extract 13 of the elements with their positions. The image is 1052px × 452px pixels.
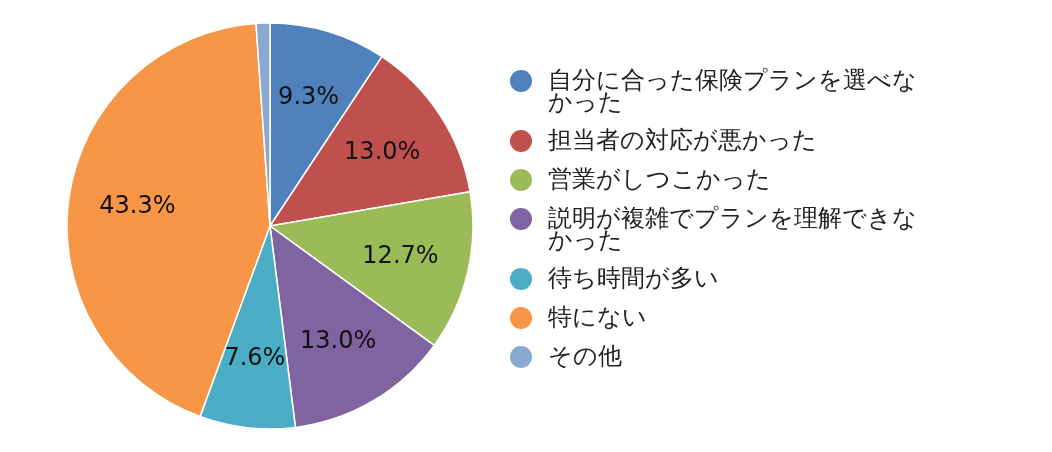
data-label: 9.3% (278, 81, 340, 110)
legend-label: 担当者の対応が悪かった (548, 125, 818, 154)
legend-label: 待ち時間が多い (548, 263, 720, 292)
data-label: 12.7% (362, 240, 439, 269)
legend-label: 説明が複雑でプランを理解できなかった (548, 203, 918, 254)
legend-label: 営業がしつこかった (548, 164, 772, 193)
data-label: 7.6% (224, 343, 286, 372)
legend-label: 自分に合った保険プランを選べなかった (548, 65, 918, 116)
legend-label: 特にない (548, 302, 648, 331)
data-label: 43.3% (99, 191, 176, 220)
data-label: 13.0% (344, 137, 421, 166)
data-label: 13.0% (300, 325, 377, 354)
legend-label: その他 (548, 341, 623, 370)
